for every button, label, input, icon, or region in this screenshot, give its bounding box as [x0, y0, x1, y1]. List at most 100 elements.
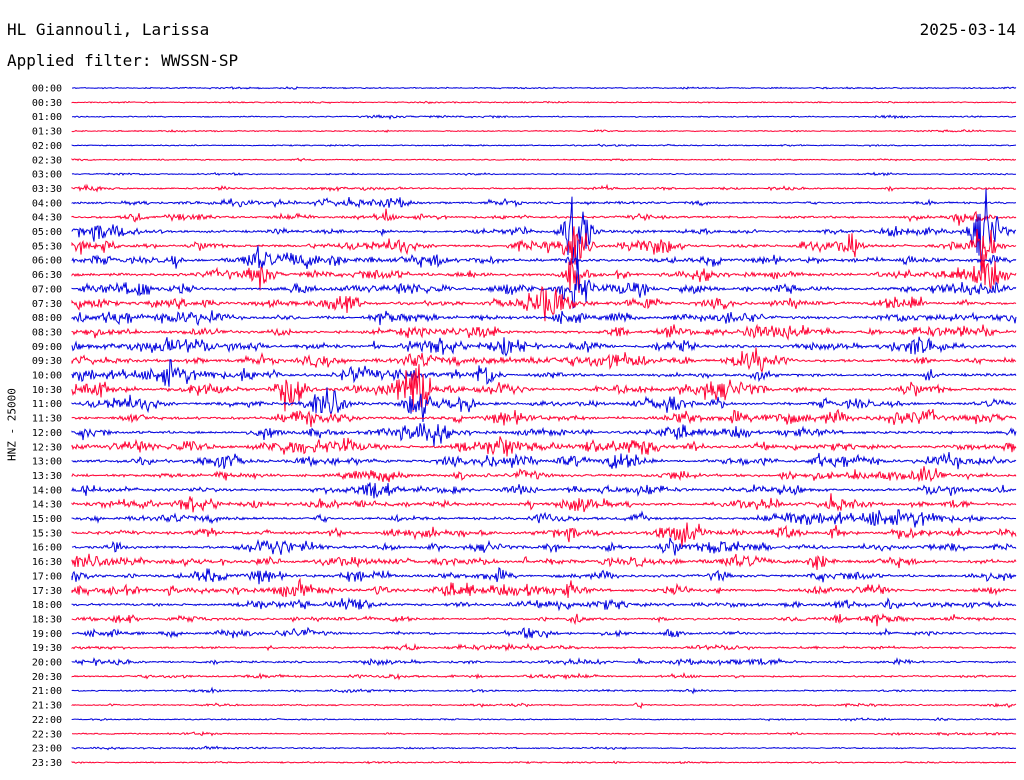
trace-line — [71, 310, 1017, 327]
row-time-label: 15:00 — [32, 514, 62, 525]
trace-group — [71, 86, 1017, 765]
row-time-label: 22:00 — [32, 715, 62, 726]
row-time-label: 17:30 — [32, 586, 62, 597]
row-time-label: 04:00 — [32, 198, 62, 209]
trace-line — [71, 452, 1017, 470]
row-time-label: 21:00 — [32, 686, 62, 697]
row-time-label: 15:30 — [32, 528, 62, 539]
trace-line — [71, 245, 1017, 269]
trace-line — [71, 466, 1017, 483]
row-time-label: 03:30 — [32, 184, 62, 195]
trace-line — [71, 143, 1017, 148]
trace-line — [71, 613, 1017, 627]
row-time-label: 10:30 — [32, 385, 62, 396]
trace-line — [71, 760, 1017, 765]
trace-line — [71, 226, 1017, 266]
trace-line — [71, 626, 1017, 640]
row-time-label: 13:30 — [32, 471, 62, 482]
trace-line — [71, 597, 1017, 612]
trace-line — [71, 577, 1017, 598]
row-time-label: 02:30 — [32, 155, 62, 166]
row-time-label: 19:30 — [32, 643, 62, 654]
trace-line — [71, 701, 1017, 710]
row-time-label: 23:00 — [32, 744, 62, 755]
row-time-label: 05:00 — [32, 227, 62, 238]
trace-line — [71, 254, 1017, 293]
row-time-label: 23:30 — [32, 758, 62, 769]
row-time-label: 01:30 — [32, 127, 62, 138]
trace-line — [71, 336, 1017, 357]
row-time-label: 04:30 — [32, 213, 62, 224]
row-time-label: 08:00 — [32, 313, 62, 324]
trace-line — [71, 323, 1017, 341]
trace-line — [71, 537, 1017, 556]
trace-line — [71, 285, 1017, 322]
trace-line — [71, 423, 1017, 447]
station-name: HL Giannouli, Larissa — [7, 20, 210, 39]
trace-line — [71, 567, 1017, 585]
trace-line — [71, 364, 1017, 412]
row-time-label: 08:30 — [32, 327, 62, 338]
trace-line — [71, 509, 1017, 528]
row-time-label: 00:00 — [32, 84, 62, 95]
trace-line — [71, 114, 1017, 121]
trace-line — [71, 482, 1017, 499]
row-time-label: 18:00 — [32, 600, 62, 611]
trace-line — [71, 128, 1016, 134]
row-time-label: 18:30 — [32, 614, 62, 625]
row-time-label: 03:00 — [32, 170, 62, 181]
row-time-label: 09:00 — [32, 342, 62, 353]
trace-line — [71, 387, 1017, 423]
row-time-label: 09:30 — [32, 356, 62, 367]
trace-line — [71, 657, 1017, 667]
trace-line — [71, 188, 1017, 272]
row-time-label: 22:30 — [32, 729, 62, 740]
trace-line — [71, 522, 1017, 547]
row-time-label: 14:00 — [32, 485, 62, 496]
trace-line — [71, 157, 1017, 162]
filter-label: Applied filter: WWSSN-SP — [7, 51, 239, 70]
trace-line — [71, 493, 1017, 513]
row-time-label: 06:30 — [32, 270, 62, 281]
row-time-label: 13:00 — [32, 457, 62, 468]
trace-line — [71, 745, 1017, 751]
trace-line — [71, 171, 1017, 177]
row-time-label: 02:00 — [32, 141, 62, 152]
row-time-label: 11:00 — [32, 399, 62, 410]
row-time-label: 07:30 — [32, 299, 62, 310]
row-time-label: 17:00 — [32, 571, 62, 582]
row-time-label: 10:00 — [32, 371, 62, 382]
row-time-label: 12:30 — [32, 442, 62, 453]
row-time-label: 20:00 — [32, 658, 62, 669]
trace-line — [71, 359, 1017, 387]
trace-line — [71, 86, 1017, 90]
row-time-label: 07:00 — [32, 284, 62, 295]
row-time-label: 06:00 — [32, 256, 62, 267]
trace-line — [71, 197, 1016, 209]
trace-line — [71, 408, 1017, 428]
trace-line — [71, 553, 1017, 571]
trace-line — [71, 436, 1017, 457]
trace-line — [71, 347, 1017, 374]
row-time-label: 12:00 — [32, 428, 62, 439]
row-time-label: 14:30 — [32, 500, 62, 511]
date-label: 2025-03-14 — [919, 20, 1016, 39]
row-time-label: 20:30 — [32, 672, 62, 683]
row-label-group: 00:00 00:30 01:00 01:30 02:00 02:30 03:00 03:30… — [32, 84, 62, 769]
row-time-label: 11:30 — [32, 414, 62, 425]
trace-line — [71, 642, 1017, 652]
row-time-label: 16:30 — [32, 557, 62, 568]
row-time-label: 21:30 — [32, 701, 62, 712]
trace-line — [71, 730, 1017, 737]
row-time-label: 01:00 — [32, 112, 62, 123]
trace-line — [71, 183, 1017, 193]
row-time-label: 05:30 — [32, 241, 62, 252]
trace-line — [71, 672, 1017, 681]
row-time-label: 16:00 — [32, 543, 62, 554]
trace-line — [71, 717, 1017, 722]
trace-line — [71, 686, 1017, 695]
trace-line — [71, 208, 1017, 226]
trace-line — [71, 100, 1017, 105]
row-time-label: 19:00 — [32, 629, 62, 640]
